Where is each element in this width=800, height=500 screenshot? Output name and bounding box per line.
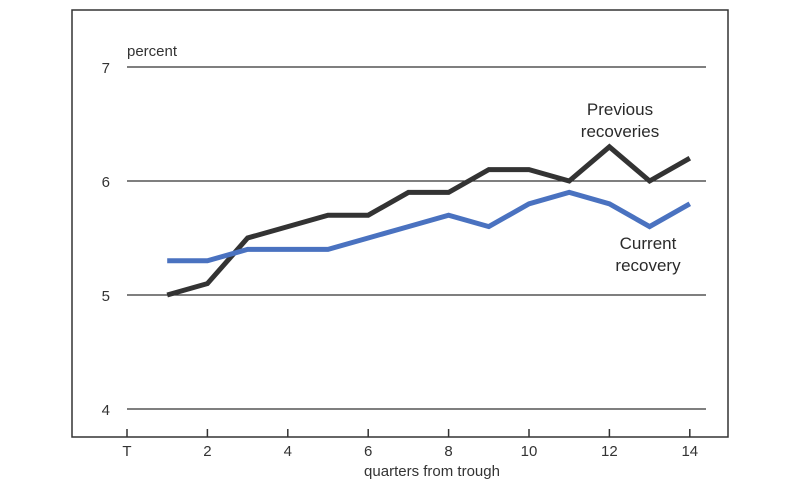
x-axis-ticks: T 2 4 6 8 10 12 14 bbox=[122, 429, 698, 460]
y-tick-label-4: 4 bbox=[102, 402, 110, 419]
series-label-line: recoveries bbox=[581, 122, 659, 141]
y-tick-label-6: 6 bbox=[102, 174, 110, 191]
x-tick-label-6: 6 bbox=[364, 443, 372, 460]
y-tick-label-7: 7 bbox=[102, 60, 110, 77]
x-tick-label-2: 2 bbox=[203, 443, 211, 460]
x-tick-label-10: 10 bbox=[521, 443, 538, 460]
x-tick-label-12: 12 bbox=[601, 443, 618, 460]
series-lines bbox=[166, 143, 692, 298]
x-axis-label: quarters from trough bbox=[364, 463, 500, 480]
x-tick-label-4: 4 bbox=[284, 443, 292, 460]
plot-frame bbox=[71, 9, 729, 438]
series-label-line: recovery bbox=[615, 256, 681, 275]
y-axis-unit-label: percent bbox=[127, 43, 178, 60]
series-line-previous-recoveries bbox=[166, 143, 692, 298]
x-tick-label-T: T bbox=[122, 443, 131, 460]
series-label-line: Current bbox=[620, 234, 677, 253]
series-label-line: Previous bbox=[587, 100, 653, 119]
series-label-previous-recoveries: Previous recoveries bbox=[581, 100, 659, 141]
x-tick-label-8: 8 bbox=[444, 443, 452, 460]
y-tick-label-5: 5 bbox=[102, 288, 110, 305]
series-line-current-recovery bbox=[167, 189, 692, 264]
series-label-current-recovery: Current recovery bbox=[615, 234, 681, 275]
y-axis-tick-labels: 4 5 6 7 bbox=[102, 60, 110, 419]
series-labels: Previous recoveries Current recovery bbox=[581, 100, 681, 275]
gridlines bbox=[127, 66, 706, 410]
x-tick-label-14: 14 bbox=[681, 443, 698, 460]
